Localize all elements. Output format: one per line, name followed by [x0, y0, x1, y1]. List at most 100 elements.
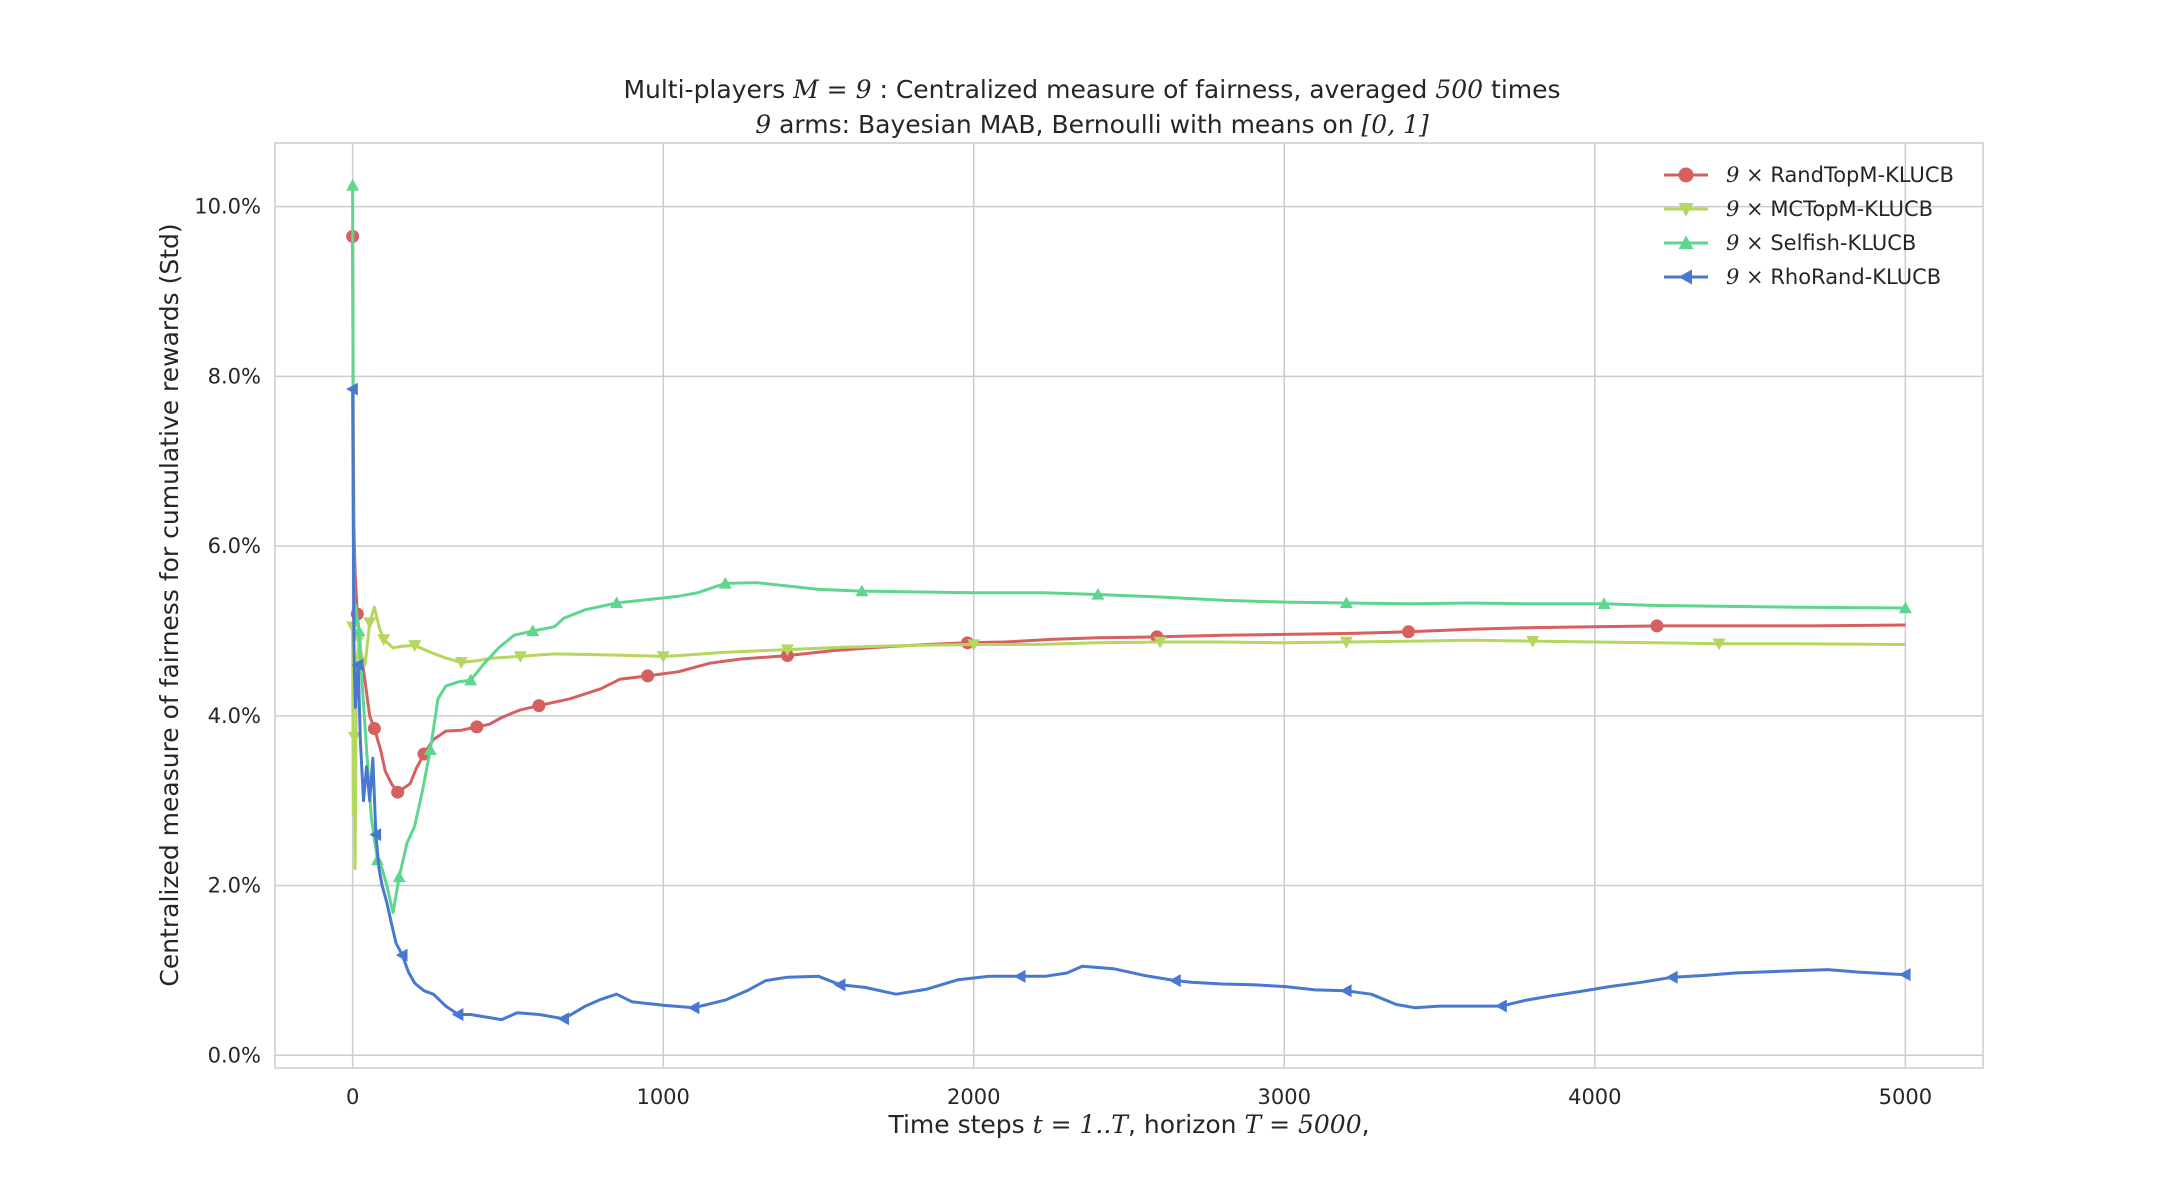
- series-marker-MCTopM-KLUCB-12: [377, 634, 391, 646]
- series-marker-Selfish-KLUCB-32: [718, 576, 732, 589]
- legend-name-MCTopM-KLUCB: MCTopM-KLUCB: [1770, 197, 1933, 221]
- series-Selfish-KLUCB: [346, 178, 1912, 915]
- legend-label-Selfish-KLUCB: 9 × Selfish-KLUCB: [1726, 231, 1916, 255]
- tick-labels: 0 1000 2000 3000 4000 5000 0.0% 2.0% 4.0% 6.0% 8.0…: [194, 195, 1932, 1109]
- series-marker-MCTopM-KLUCB-30: [967, 639, 981, 652]
- x-tick-label-5: 5000: [1879, 1085, 1932, 1109]
- series-marker-Selfish-KLUCB-40: [1091, 587, 1105, 600]
- series-marker-RandTopM-KLUCB-20: [470, 720, 484, 734]
- series-marker-RhoRand-KLUCB-24: [451, 1008, 464, 1022]
- series-marker-MCTopM-KLUCB-42: [1712, 638, 1726, 651]
- legend-math-Selfish-KLUCB: 9 ×: [1726, 231, 1770, 255]
- title-line2-math2: [0, 1]: [1362, 110, 1429, 139]
- series-marker-MCTopM-KLUCB-27: [780, 644, 794, 657]
- series-marker-RhoRand-KLUCB-36: [687, 1001, 700, 1015]
- title-line1-math1: M = 9: [792, 75, 871, 104]
- series-line-RandTopM-KLUCB: [351, 236, 1906, 794]
- series-marker-RhoRand-KLUCB-6: [351, 658, 364, 672]
- chart-title-line2: 9 arms: Bayesian MAB, Bernoulli with mea…: [755, 110, 1429, 139]
- y-axis-label: Centralized measure of fairness for cumu…: [155, 223, 184, 986]
- legend-math-MCTopM-KLUCB: 9 ×: [1726, 197, 1770, 221]
- legend-item-RhoRand-KLUCB: 9 × RhoRand-KLUCB: [1664, 265, 1941, 289]
- series-marker-RhoRand-KLUCB-66: [1495, 999, 1507, 1013]
- xlabel-suffix: ,: [1362, 1110, 1370, 1139]
- series-marker-MCTopM-KLUCB-9: [363, 617, 377, 629]
- series-marker-MCTopM-KLUCB-21: [513, 651, 527, 663]
- title-line1-math2: 500: [1435, 75, 1483, 104]
- series-marker-Selfish-KLUCB-48: [1597, 597, 1611, 610]
- series-marker-RhoRand-KLUCB-18: [395, 948, 408, 962]
- plot-frame: [274, 142, 1984, 1069]
- series-RhoRand-KLUCB: [346, 382, 1911, 1026]
- y-tick-label-2: 4.0%: [208, 704, 261, 728]
- legend-label-RandTopM-KLUCB: 9 × RandTopM-KLUCB: [1726, 163, 1954, 187]
- legend-marker-RhoRand-KLUCB: [1678, 269, 1692, 285]
- series-marker-Selfish-KLUCB-24: [526, 624, 540, 637]
- series-marker-RhoRand-KLUCB-30: [557, 1012, 570, 1026]
- series-marker-Selfish-KLUCB-16: [423, 743, 437, 755]
- y-tick-label-3: 6.0%: [208, 534, 261, 558]
- y-tick-label-4: 8.0%: [208, 364, 261, 388]
- x-axis-label: Time steps t = 1..T, horizon T = 5000,: [887, 1110, 1369, 1139]
- title-line1-suffix: times: [1483, 75, 1560, 104]
- title-line1-prefix: Multi-players: [623, 75, 793, 104]
- series-marker-RhoRand-KLUCB-54: [1169, 974, 1181, 988]
- series-marker-MCTopM-KLUCB-15: [408, 640, 422, 652]
- series-marker-RandTopM-KLUCB-8: [367, 722, 381, 736]
- series-marker-RandTopM-KLUCB-28: [641, 669, 655, 683]
- xlabel-math1: t = 1..T: [1033, 1110, 1131, 1139]
- legend-marker-MCTopM-KLUCB: [1678, 203, 1694, 217]
- legend-label-RhoRand-KLUCB: 9 × RhoRand-KLUCB: [1726, 265, 1941, 289]
- series-marker-RandTopM-KLUCB-48: [1650, 619, 1664, 633]
- series-marker-MCTopM-KLUCB-3: [347, 731, 361, 744]
- x-tick-label-1: 1000: [636, 1085, 689, 1109]
- title-line2-middle: arms: Bayesian MAB, Bernoulli with means…: [771, 110, 1361, 139]
- xlabel-prefix: Time steps: [887, 1110, 1032, 1139]
- series-marker-RhoRand-KLUCB-60: [1339, 984, 1352, 998]
- series-marker-RhoRand-KLUCB-0: [346, 382, 358, 396]
- series-marker-MCTopM-KLUCB-33: [1153, 636, 1167, 649]
- legend-name-Selfish-KLUCB: Selfish-KLUCB: [1770, 231, 1916, 255]
- series-marker-Selfish-KLUCB-44: [1339, 596, 1353, 609]
- series-marker-RhoRand-KLUCB-72: [1665, 970, 1678, 984]
- y-tick-label-0: 0.0%: [208, 1043, 261, 1067]
- title-line1-middle: : Centralized measure of fairness, avera…: [872, 75, 1436, 104]
- xlabel-middle: , horizon: [1128, 1110, 1244, 1139]
- xlabel-math2: T = 5000: [1244, 1110, 1361, 1139]
- series-marker-RhoRand-KLUCB-78: [1898, 968, 1911, 982]
- series-marker-Selfish-KLUCB-12: [392, 870, 406, 883]
- x-tick-label-2: 2000: [947, 1085, 1000, 1109]
- series-group: [346, 178, 1912, 1026]
- series-marker-MCTopM-KLUCB-39: [1526, 635, 1540, 648]
- series-marker-Selfish-KLUCB-20: [464, 673, 478, 686]
- series-marker-MCTopM-KLUCB-36: [1339, 636, 1353, 649]
- legend-label-MCTopM-KLUCB: 9 × MCTopM-KLUCB: [1726, 197, 1933, 221]
- series-marker-RhoRand-KLUCB-48: [1013, 969, 1026, 983]
- series-line-Selfish-KLUCB: [351, 185, 1906, 915]
- title-line2-math1: 9: [755, 110, 771, 139]
- x-tick-label-0: 0: [346, 1085, 359, 1109]
- series-marker-Selfish-KLUCB-4: [352, 624, 366, 637]
- legend-item-MCTopM-KLUCB: 9 × MCTopM-KLUCB: [1664, 197, 1933, 221]
- legend-math-RhoRand-KLUCB: 9 ×: [1726, 265, 1770, 289]
- series-marker-RandTopM-KLUCB-24: [532, 699, 546, 713]
- y-tick-label-5: 10.0%: [194, 195, 261, 219]
- x-tick-label-3: 3000: [1258, 1085, 1311, 1109]
- legend-item-RandTopM-KLUCB: 9 × RandTopM-KLUCB: [1664, 163, 1954, 187]
- series-marker-MCTopM-KLUCB-24: [656, 651, 670, 663]
- legend-name-RhoRand-KLUCB: RhoRand-KLUCB: [1770, 265, 1941, 289]
- legend-name-RandTopM-KLUCB: RandTopM-KLUCB: [1770, 163, 1954, 187]
- series-marker-Selfish-KLUCB-28: [610, 596, 624, 609]
- series-marker-RandTopM-KLUCB-12: [391, 785, 405, 799]
- series-marker-Selfish-KLUCB-36: [855, 584, 869, 597]
- chart-title-line1: Multi-players M = 9 : Centralized measur…: [623, 75, 1560, 104]
- y-tick-label-1: 2.0%: [208, 874, 261, 898]
- series-marker-RandTopM-KLUCB-44: [1401, 625, 1415, 639]
- legend-item-Selfish-KLUCB: 9 × Selfish-KLUCB: [1664, 231, 1916, 255]
- series-marker-Selfish-KLUCB-0: [346, 178, 360, 191]
- x-tick-label-4: 4000: [1568, 1085, 1621, 1109]
- series-marker-Selfish-KLUCB-52: [1898, 601, 1912, 614]
